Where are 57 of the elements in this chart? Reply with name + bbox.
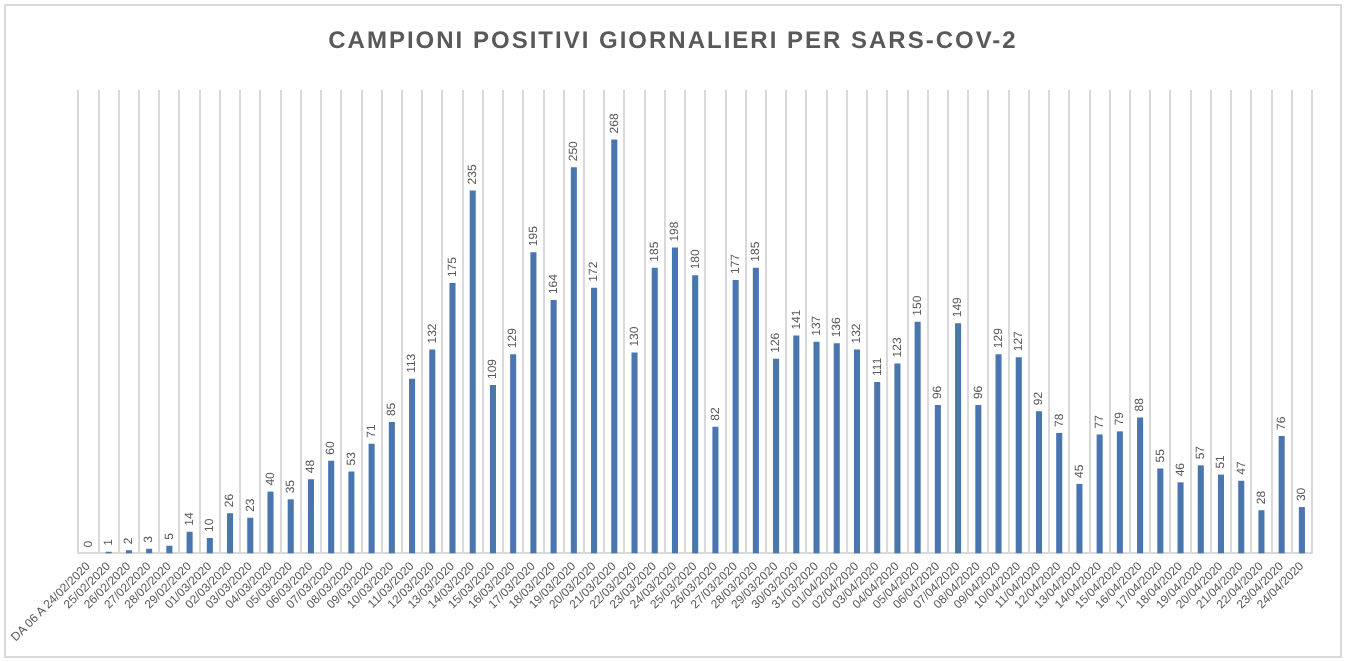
bar — [853, 349, 861, 554]
bar — [692, 275, 699, 554]
bar — [752, 267, 759, 554]
bar — [995, 354, 1002, 554]
bar — [1137, 417, 1144, 554]
bar — [934, 405, 941, 554]
bar — [1217, 474, 1225, 554]
bar — [1278, 436, 1285, 554]
bar — [1157, 468, 1164, 554]
bar — [449, 283, 456, 554]
bar — [1096, 434, 1103, 554]
bar — [712, 426, 719, 554]
bar — [368, 443, 375, 554]
bar — [813, 341, 820, 554]
bar — [307, 479, 314, 554]
chart-title: CAMPIONI POSITIVI GIORNALIERI PER SARS-COV-2 — [326, 26, 1020, 54]
bar — [1258, 510, 1265, 554]
bar — [227, 513, 234, 554]
bar — [328, 460, 335, 554]
bar — [1298, 507, 1305, 554]
bar — [793, 335, 800, 554]
bar — [510, 354, 517, 554]
bar — [429, 349, 436, 554]
bar — [530, 252, 537, 554]
bar — [287, 499, 294, 554]
bar — [955, 323, 962, 554]
bar — [1177, 482, 1184, 554]
bar — [489, 385, 496, 554]
bar — [894, 363, 901, 554]
bar — [409, 378, 416, 554]
bar — [186, 531, 193, 554]
bar — [1116, 431, 1123, 554]
bar — [1056, 432, 1063, 554]
bar — [247, 517, 254, 554]
bar — [1076, 483, 1083, 554]
bar — [469, 190, 476, 554]
bar — [833, 343, 840, 554]
bar — [1035, 411, 1043, 554]
bar — [914, 321, 921, 554]
bar — [874, 381, 881, 554]
bar — [651, 267, 658, 554]
bar — [570, 167, 577, 554]
bar — [550, 300, 557, 554]
bar — [631, 352, 638, 554]
bar — [732, 279, 739, 554]
bar — [1015, 357, 1022, 554]
bar — [975, 405, 982, 554]
bar — [611, 139, 618, 554]
bar — [591, 287, 598, 554]
bar — [388, 422, 395, 554]
bar — [1197, 465, 1204, 554]
bar — [671, 247, 678, 554]
bar — [348, 471, 355, 554]
bar — [267, 491, 274, 554]
bar — [773, 358, 780, 554]
bar — [1238, 480, 1245, 554]
bar — [206, 537, 213, 554]
